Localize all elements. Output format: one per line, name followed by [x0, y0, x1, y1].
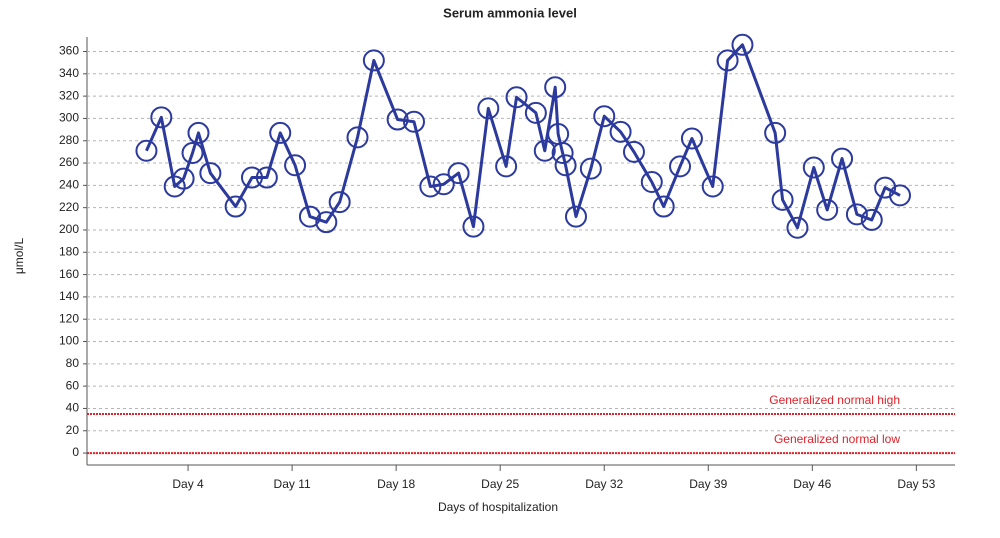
data-point: [524, 101, 547, 124]
data-point: [579, 157, 602, 180]
data-point: [255, 166, 278, 189]
y-tick-label: 160: [59, 267, 79, 281]
y-tick-label: 0: [72, 445, 79, 459]
data-point: [402, 110, 425, 133]
data-point: [505, 86, 528, 109]
y-axis-label: μmol/L: [12, 238, 26, 275]
y-tick-label: 140: [59, 289, 79, 303]
data-point: [224, 195, 247, 218]
data-point: [609, 120, 632, 143]
y-tick-label: 340: [59, 66, 79, 80]
data-point: [802, 156, 825, 179]
x-tick-label: Day 18: [377, 477, 415, 491]
y-tick-label: 120: [59, 311, 79, 325]
data-point: [477, 97, 500, 120]
data-point: [889, 184, 912, 207]
y-tick-label: 20: [66, 423, 80, 437]
data-point: [771, 188, 794, 211]
x-tick-label: Day 25: [481, 477, 519, 491]
data-point: [199, 162, 222, 185]
data-point: [716, 49, 739, 72]
data-point: [462, 215, 485, 238]
data-point: [652, 195, 675, 218]
data-point: [447, 162, 470, 185]
y-tick-label: 60: [66, 378, 80, 392]
data-point: [554, 154, 577, 177]
x-tick-label: Day 11: [274, 477, 311, 491]
y-tick-label: 80: [66, 356, 80, 370]
y-tick-label: 100: [59, 334, 79, 348]
data-point: [269, 121, 292, 144]
data-point: [680, 127, 703, 150]
data-point: [544, 76, 567, 99]
data-point: [845, 203, 868, 226]
x-tick-label: Day 53: [897, 477, 935, 491]
data-point: [495, 155, 518, 178]
data-point: [386, 108, 409, 131]
y-tick-label: 240: [59, 178, 79, 192]
data-point: [419, 175, 442, 198]
data-point: [346, 126, 369, 149]
data-point: [669, 155, 692, 178]
reference-label: Generalized normal high: [769, 393, 900, 407]
data-line: [145, 43, 901, 230]
data-point: [640, 171, 663, 194]
x-tick-label: Day 4: [172, 477, 204, 491]
y-tick-label: 220: [59, 200, 79, 214]
y-tick-label: 280: [59, 133, 79, 147]
data-point: [816, 198, 839, 221]
data-point: [298, 205, 321, 228]
data-point: [731, 33, 754, 56]
data-point: [786, 216, 809, 239]
data-point: [362, 49, 385, 72]
y-tick-label: 300: [59, 111, 79, 125]
data-point: [432, 173, 455, 196]
reference-label: Generalized normal low: [774, 432, 900, 446]
data-point: [172, 167, 195, 190]
x-axis-label: Days of hospitalization: [438, 500, 558, 514]
y-tick-label: 360: [59, 44, 79, 58]
y-tick-label: 180: [59, 244, 79, 258]
data-point: [831, 147, 854, 170]
data-point: [593, 105, 616, 128]
data-point: [860, 208, 883, 231]
data-point: [551, 142, 574, 165]
x-tick-label: Day 39: [689, 477, 727, 491]
data-point: [564, 205, 587, 228]
x-tick-label: Day 46: [793, 477, 831, 491]
data-point: [764, 121, 787, 144]
data-point: [533, 139, 556, 162]
data-point: [315, 211, 338, 234]
data-point: [135, 139, 158, 162]
data-point: [187, 121, 210, 144]
data-point: [240, 166, 263, 189]
y-tick-label: 320: [59, 88, 79, 102]
chart-title: Serum ammonia level: [443, 5, 577, 20]
data-point: [701, 175, 724, 198]
data-point: [181, 142, 204, 165]
x-tick-label: Day 32: [585, 477, 623, 491]
data-point: [328, 191, 351, 214]
y-tick-label: 40: [66, 401, 80, 415]
y-tick-label: 260: [59, 155, 79, 169]
data-point: [622, 140, 645, 163]
data-point: [284, 154, 307, 177]
data-point: [150, 106, 173, 129]
y-tick-label: 200: [59, 222, 79, 236]
